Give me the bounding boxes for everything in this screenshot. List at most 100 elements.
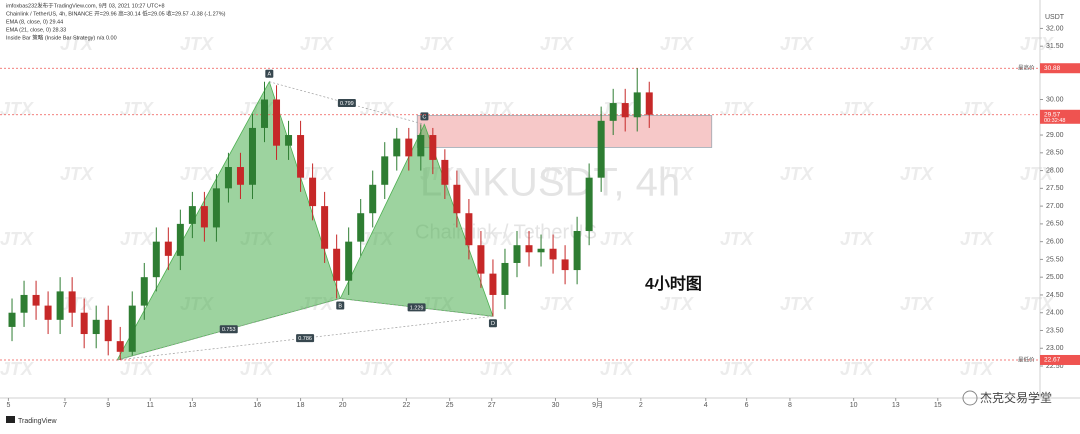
logo-watermark: JTX	[840, 359, 874, 379]
point-label: A	[267, 72, 271, 78]
x-tick-label: 16	[253, 402, 261, 409]
credit: 杰克交易学堂	[980, 390, 1052, 405]
y-tick-label: 28.00	[1046, 167, 1064, 174]
price-name: 最高价	[1018, 64, 1035, 72]
ratio-label: 1.229	[410, 305, 424, 311]
logo-watermark: JTX	[1020, 294, 1054, 314]
price-tag	[1040, 109, 1080, 124]
candle-body	[8, 312, 16, 327]
candle-body	[44, 305, 52, 320]
logo-watermark: JTX	[840, 99, 874, 119]
x-tick-label: 22	[402, 402, 410, 409]
brand: TradingView	[18, 418, 57, 425]
logo-watermark: JTX	[960, 359, 994, 379]
ratio-box	[337, 99, 356, 108]
x-tick-label: 25	[446, 402, 454, 409]
logo-watermark: JTX	[120, 359, 154, 379]
logo-watermark: JTX	[300, 164, 334, 184]
ratio-box	[219, 325, 238, 334]
logo-watermark: JTX	[60, 34, 94, 54]
ratio-label: 0.786	[298, 336, 312, 342]
point-label: D	[491, 321, 495, 327]
candle-body	[369, 184, 377, 214]
logo-watermark: JTX	[600, 229, 634, 249]
price-value: 30.88	[1044, 65, 1061, 72]
logo-watermark: JTX	[720, 99, 754, 119]
y-tick-label: 25.00	[1046, 274, 1064, 281]
y-tick-label: 25.50	[1046, 256, 1064, 263]
x-tick-label: 30	[552, 402, 560, 409]
logo-watermark: JTX	[1020, 164, 1054, 184]
x-tick-label: 27	[488, 402, 496, 409]
candle-body	[597, 120, 605, 178]
y-tick-label: 24.00	[1046, 310, 1064, 317]
logo-watermark: JTX	[900, 294, 934, 314]
y-tick-label: 32.00	[1046, 25, 1064, 32]
ratio-box	[296, 334, 315, 343]
candle-body	[621, 103, 629, 118]
candle-body	[645, 92, 653, 115]
x-tick-label: 2	[639, 402, 643, 409]
candle-body	[92, 319, 100, 335]
candle-body	[188, 206, 196, 224]
logo-watermark: JTX	[240, 359, 274, 379]
candle-body	[309, 177, 317, 207]
point-label: C	[422, 114, 426, 120]
logo-watermark: JTX	[180, 34, 214, 54]
candle-body	[236, 167, 244, 185]
candle-body	[261, 99, 269, 128]
candle-body	[297, 135, 305, 178]
candle-body	[32, 294, 40, 306]
x-tick-label: 18	[297, 402, 305, 409]
logo-watermark: JTX	[900, 34, 934, 54]
candle-body	[609, 103, 617, 121]
candle-body	[56, 291, 64, 320]
logo-watermark: JTX	[480, 99, 514, 119]
currency-label: USDT	[1045, 14, 1065, 21]
y-tick-label: 27.00	[1046, 203, 1064, 210]
y-tick-label: 23.50	[1046, 327, 1064, 334]
y-tick-label: 31.50	[1046, 43, 1064, 50]
logo-watermark: JTX	[0, 359, 34, 379]
logo-watermark: JTX	[840, 229, 874, 249]
candle-body	[573, 230, 581, 271]
logo-watermark: JTX	[780, 164, 814, 184]
candle-body	[501, 262, 509, 295]
x-tick-label: 11	[147, 402, 154, 409]
logo-watermark: JTX	[1020, 34, 1054, 54]
x-tick-label: 13	[892, 402, 900, 409]
price-tag	[1040, 63, 1080, 74]
candle-body	[200, 206, 208, 228]
logo-watermark: JTX	[660, 164, 694, 184]
y-tick-label: 29.00	[1046, 132, 1064, 139]
candle-body	[441, 159, 449, 185]
candle-body	[104, 319, 112, 342]
candle-body	[417, 135, 425, 157]
logo-watermark: JTX	[60, 294, 94, 314]
candle-body	[224, 167, 232, 189]
ratio-label: 0.799	[340, 101, 354, 107]
candle-body	[333, 248, 341, 281]
logo-watermark: JTX	[780, 294, 814, 314]
price-tag	[1040, 354, 1080, 365]
candle-body	[140, 277, 148, 306]
logo-watermark: JTX	[720, 359, 754, 379]
logo-watermark: JTX	[120, 99, 154, 119]
header-line: imfoxbas232发布于TradingView.com, 9月 03, 20…	[6, 1, 165, 9]
logo-watermark: JTX	[660, 34, 694, 54]
y-tick-label: 24.50	[1046, 292, 1064, 299]
y-tick-label: 23.00	[1046, 345, 1064, 352]
logo-watermark: JTX	[480, 359, 514, 379]
ratio-label: 0.753	[222, 327, 236, 333]
logo-watermark: JTX	[540, 34, 574, 54]
price-value: 29.57	[1044, 111, 1061, 118]
point-box	[265, 69, 274, 78]
candle-body	[248, 127, 256, 185]
header-line: Chainlink / TetherUS, 4h, BINANCE 开=29.9…	[6, 9, 226, 17]
candle-body	[68, 291, 76, 313]
logo-watermark: JTX	[540, 164, 574, 184]
y-tick-label: 22.50	[1046, 363, 1064, 370]
logo-watermark: JTX	[600, 359, 634, 379]
candle-body	[633, 92, 641, 118]
logo-watermark: JTX	[180, 164, 214, 184]
